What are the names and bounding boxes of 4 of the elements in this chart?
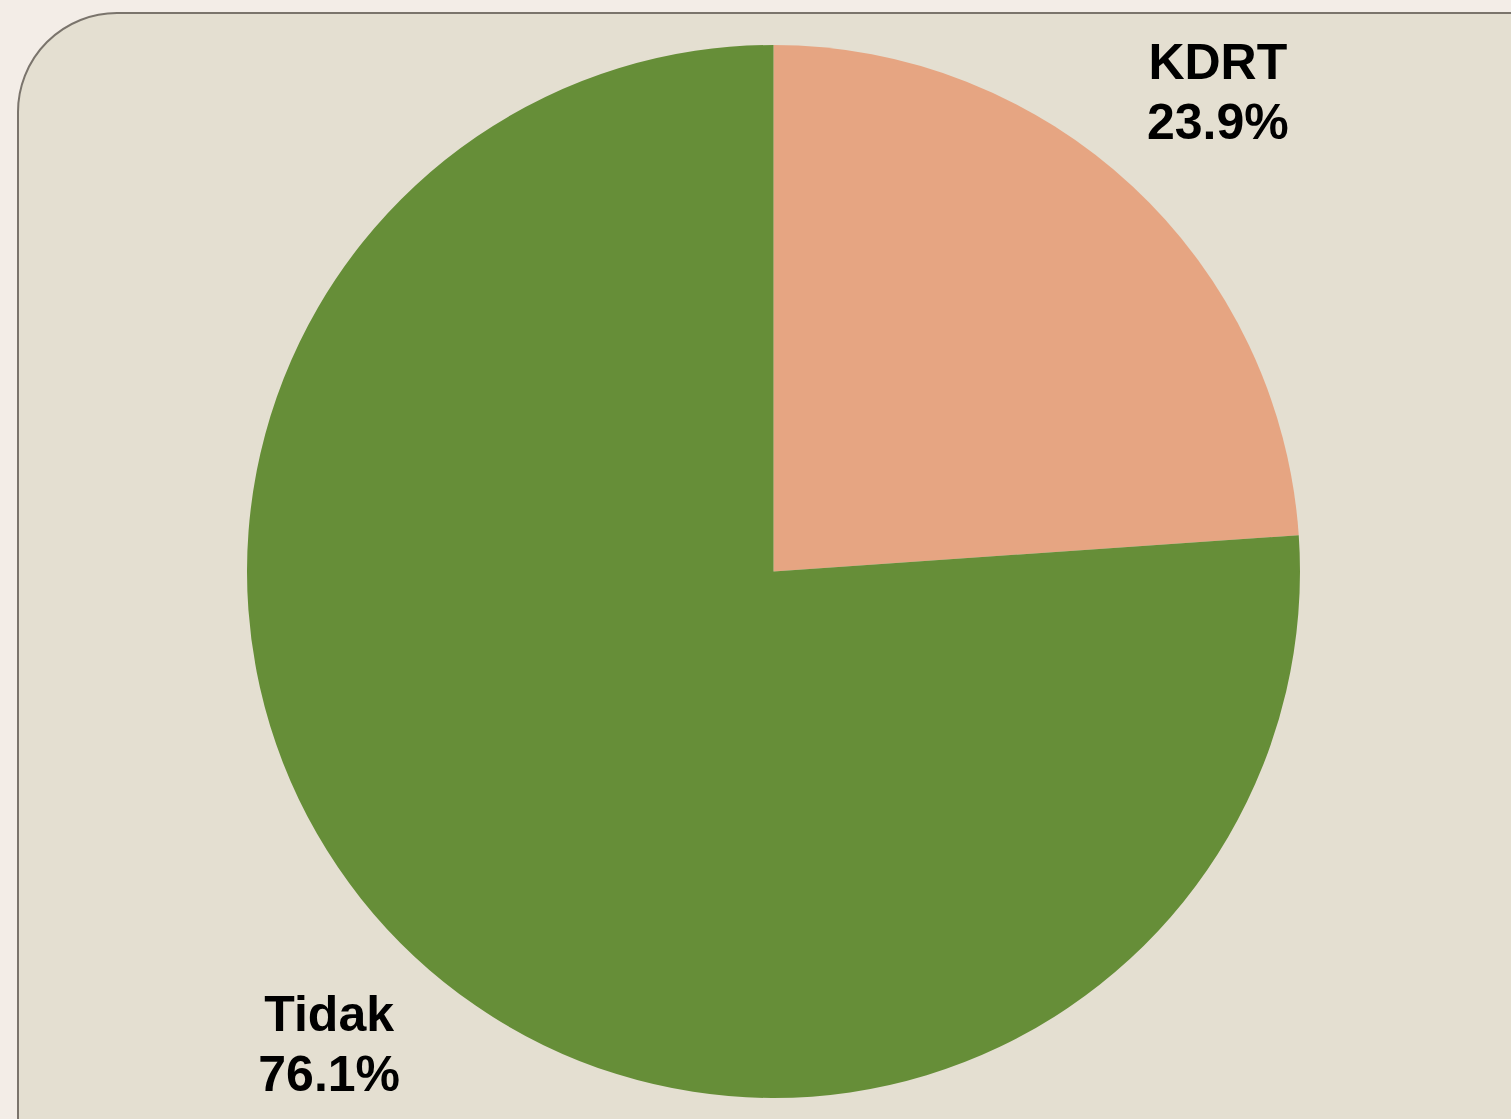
data-label: 23.9% xyxy=(1146,94,1289,151)
data-label: 76.1% xyxy=(258,1046,401,1103)
slice-label: KDRT xyxy=(1148,34,1288,91)
slice-label: Tidak xyxy=(264,986,395,1043)
